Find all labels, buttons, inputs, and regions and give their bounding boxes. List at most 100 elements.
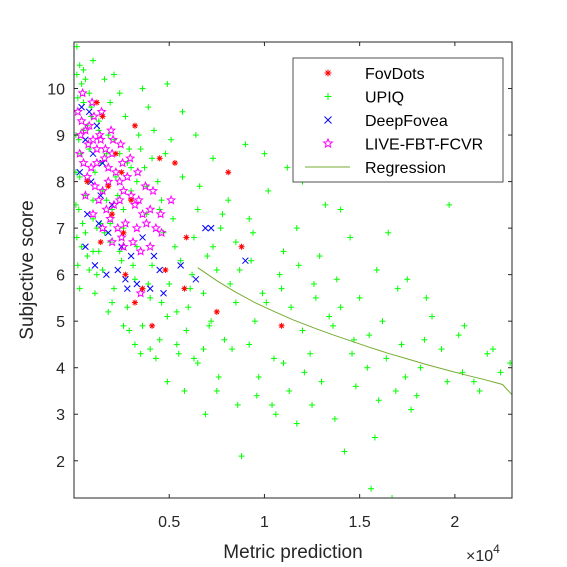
- live-fbt-fcvr-point: [89, 180, 101, 191]
- upiq-point: [215, 374, 222, 381]
- upiq-point: [109, 299, 116, 306]
- upiq-point: [263, 299, 270, 306]
- upiq-point: [484, 350, 491, 357]
- upiq-point: [242, 141, 249, 148]
- live-fbt-fcvr-point: [110, 167, 121, 177]
- upiq-point: [76, 173, 83, 180]
- upiq-point: [276, 271, 283, 278]
- upiq-point: [470, 378, 477, 385]
- deepfovea-point: [103, 271, 110, 279]
- upiq-point: [162, 150, 169, 157]
- upiq-point: [352, 383, 359, 390]
- upiq-point: [331, 415, 338, 422]
- upiq-point: [91, 290, 98, 297]
- upiq-point: [200, 290, 207, 297]
- upiq-point: [461, 322, 468, 329]
- upiq-point: [200, 346, 207, 353]
- upiq-point: [356, 294, 363, 301]
- upiq-point: [238, 453, 245, 460]
- upiq-point: [145, 104, 152, 111]
- upiq-point: [270, 355, 277, 362]
- legend-marker-swatch: [324, 69, 332, 77]
- upiq-point: [489, 346, 496, 353]
- live-fbt-fcvr-point: [96, 106, 107, 117]
- live-fbt-fcvr-point: [83, 139, 94, 149]
- live-fbt-fcvr-point: [106, 125, 117, 135]
- upiq-point: [76, 62, 83, 69]
- upiq-point: [394, 285, 401, 292]
- deepfovea-point: [133, 280, 141, 288]
- upiq-point: [107, 220, 114, 227]
- upiq-point: [137, 146, 144, 153]
- upiq-point: [105, 132, 112, 139]
- upiq-point: [253, 392, 260, 399]
- upiq-point: [295, 262, 302, 269]
- upiq-point: [204, 253, 211, 260]
- live-fbt-fcvr-point: [156, 227, 167, 238]
- deepfovea-point: [177, 261, 184, 269]
- live-fbt-fcvr-point: [103, 162, 114, 172]
- upiq-point: [389, 495, 396, 498]
- y-tick-label: 5: [56, 314, 65, 331]
- upiq-point: [232, 239, 239, 246]
- live-fbt-fcvr-point: [101, 204, 112, 214]
- live-fbt-fcvr-point: [166, 194, 177, 205]
- upiq-point: [82, 76, 89, 83]
- legend-item-upiq: UPIQ: [324, 90, 404, 107]
- upiq-point: [248, 257, 255, 264]
- upiq-point: [413, 392, 420, 399]
- fovdots-point: [238, 243, 245, 250]
- upiq-point: [194, 206, 201, 213]
- upiq-point: [74, 94, 81, 101]
- live-fbt-fcvr-point: [125, 152, 136, 163]
- upiq-point: [78, 80, 85, 87]
- upiq-point: [438, 346, 445, 353]
- upiq-point: [156, 336, 163, 343]
- upiq-point: [284, 164, 291, 171]
- legend-label: FovDots: [365, 66, 425, 83]
- series-deepfovea: [76, 103, 249, 297]
- upiq-point: [455, 332, 462, 339]
- upiq-point: [158, 197, 165, 204]
- live-fbt-fcvr-point: [115, 139, 126, 149]
- upiq-point: [189, 271, 196, 278]
- upiq-point: [236, 267, 243, 273]
- upiq-point: [213, 387, 220, 394]
- x-exponent-label: ×104: [466, 542, 500, 565]
- series-live-fbt-fcvr: [74, 87, 177, 298]
- legend-item-regression: Regression: [305, 160, 446, 177]
- upiq-point: [246, 215, 253, 222]
- upiq-point: [116, 90, 123, 97]
- upiq-point: [93, 225, 100, 232]
- upiq-point: [250, 229, 257, 236]
- upiq-point: [145, 280, 152, 287]
- upiq-point: [76, 285, 83, 292]
- legend-label: DeepFovea: [365, 113, 448, 130]
- live-fbt-fcvr-point: [131, 222, 142, 233]
- upiq-point: [383, 355, 390, 362]
- deepfovea-point: [82, 243, 89, 251]
- fovdots-point: [156, 155, 163, 162]
- upiq-point: [210, 243, 217, 250]
- fovdots-point: [97, 239, 104, 246]
- upiq-point: [158, 299, 165, 306]
- deepfovea-point: [202, 224, 209, 232]
- fovdots-point: [112, 150, 119, 157]
- axis-ticks: 0.5 1 1.5 2 2 3 4 5 6 7 8 9 10: [47, 42, 512, 531]
- upiq-point: [147, 346, 154, 353]
- upiq-point: [368, 485, 375, 492]
- upiq-point: [208, 318, 215, 325]
- legend-label: LIVE-FBT-FCVR: [365, 137, 483, 154]
- y-tick-label: 10: [47, 82, 65, 99]
- upiq-point: [190, 355, 197, 362]
- fovdots-point: [118, 169, 125, 176]
- live-fbt-fcvr-point: [74, 148, 85, 158]
- live-fbt-fcvr-point: [145, 204, 156, 214]
- live-fbt-fcvr-point: [118, 241, 129, 252]
- upiq-point: [150, 127, 157, 134]
- upiq-point: [429, 313, 436, 320]
- x-axis-label: Metric prediction: [223, 542, 362, 563]
- live-fbt-fcvr-point: [127, 236, 139, 247]
- upiq-point: [133, 243, 140, 250]
- upiq-point: [82, 229, 89, 236]
